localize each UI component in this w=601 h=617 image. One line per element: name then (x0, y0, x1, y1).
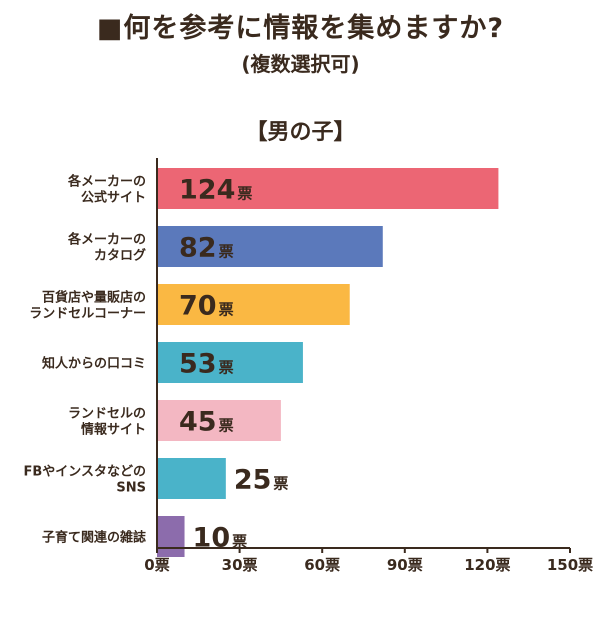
bar (157, 226, 383, 267)
category-label: FBやインスタなどの (23, 465, 146, 480)
x-tick-label: 30票 (222, 556, 258, 574)
value-label: 53 票 (179, 349, 234, 380)
chart-subtitle: (複数選択可) (241, 52, 360, 76)
category-label: 知人からの口コミ (42, 356, 146, 372)
bar (157, 168, 499, 209)
bar (157, 284, 350, 325)
category-label: ランドセルコーナー (29, 307, 146, 322)
category-label: ランドセルの (68, 407, 146, 422)
x-tick-label: 120票 (464, 556, 510, 574)
value-label: 25 票 (234, 465, 289, 496)
bar-group: 子育て関連の雑誌 10 票 (42, 516, 247, 557)
category-label: 各メーカーの (67, 232, 146, 248)
category-label: カタログ (94, 248, 146, 264)
x-tick-label: 150票 (547, 556, 593, 574)
category-label: 子育て関連の雑誌 (42, 530, 146, 546)
bar (157, 400, 281, 441)
value-label: 82 票 (179, 233, 234, 264)
value-label: 70 票 (179, 291, 234, 322)
x-axis: 0票 30票 60票 90票 120票 150票 (144, 158, 593, 574)
category-label: 情報サイト (81, 422, 146, 438)
category-label: SNS (116, 481, 146, 496)
category-label: 公式サイト (81, 190, 146, 206)
chart-title: ■何を参考に情報を集めますか? (96, 13, 505, 44)
x-tick-label: 90票 (387, 556, 423, 574)
x-tick-label: 60票 (304, 556, 340, 574)
bar-group: 知人からの口コミ 53 票 (42, 342, 303, 383)
section-label: 【男の子】 (245, 120, 356, 145)
x-tick-label: 0票 (144, 556, 169, 574)
bar (157, 516, 185, 557)
bar (157, 458, 226, 499)
value-label: 124 票 (179, 175, 252, 206)
bar (157, 342, 303, 383)
value-label: 45 票 (179, 407, 234, 438)
category-label: 各メーカーの (67, 174, 146, 190)
category-label: 百貨店や量販店の (42, 290, 146, 306)
